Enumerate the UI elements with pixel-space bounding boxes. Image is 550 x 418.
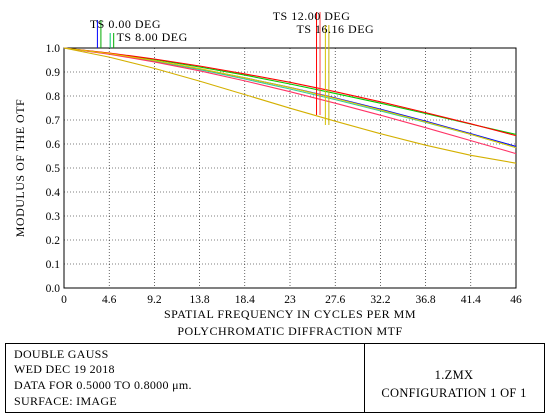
file-name: 1.ZMX bbox=[434, 368, 474, 382]
y-tick-label: 0.8 bbox=[46, 91, 61, 103]
wavelength-range: DATA FOR 0.5000 TO 0.8000 μm. bbox=[14, 378, 192, 392]
y-tick-label: 1.0 bbox=[46, 43, 61, 55]
info-panel: DOUBLE GAUSS WED DEC 19 2018 DATA FOR 0.… bbox=[5, 343, 545, 413]
x-tick-label: 41.4 bbox=[461, 294, 481, 306]
info-left-panel: DOUBLE GAUSS WED DEC 19 2018 DATA FOR 0.… bbox=[6, 344, 365, 412]
plot-frame bbox=[63, 47, 517, 289]
y-tick-label: 0.3 bbox=[46, 211, 61, 223]
x-tick-label: 0 bbox=[61, 294, 67, 306]
x-tick-label: 4.6 bbox=[102, 294, 117, 306]
y-tick-label: 0.5 bbox=[46, 163, 61, 175]
y-tick-label: 0.9 bbox=[46, 67, 61, 79]
field-label: TS 16.16 DEG bbox=[297, 22, 375, 36]
field-label: TS 0.00 DEG bbox=[90, 17, 161, 31]
x-tick-label: 32.2 bbox=[370, 294, 390, 306]
configuration-text: CONFIGURATION 1 OF 1 bbox=[381, 386, 527, 400]
x-tick-label: 9.2 bbox=[147, 294, 162, 306]
x-tick-label: 18.4 bbox=[235, 294, 255, 306]
y-tick-label: 0.7 bbox=[46, 115, 61, 127]
x-tick-label: 46 bbox=[510, 294, 522, 306]
y-tick-label: 0.1 bbox=[46, 259, 61, 271]
x-tick-label: 27.6 bbox=[325, 294, 345, 306]
x-tick-label: 13.8 bbox=[190, 294, 210, 306]
y-axis-label: MODULUS OF THE OTF bbox=[13, 99, 27, 237]
x-tick-label: 36.8 bbox=[416, 294, 436, 306]
series-line bbox=[63, 47, 517, 149]
series-line bbox=[63, 47, 517, 164]
field-label: TS 8.00 DEG bbox=[117, 30, 188, 44]
series-line bbox=[63, 47, 517, 155]
x-axis-label: SPATIAL FREQUENCY IN CYCLES PER MM bbox=[164, 307, 416, 321]
y-tick-label: 0.6 bbox=[46, 139, 61, 151]
series-line bbox=[63, 47, 517, 137]
y-tick-label: 0.4 bbox=[46, 187, 61, 199]
x-tick-label: 23 bbox=[284, 294, 296, 306]
surface-text: SURFACE: IMAGE bbox=[14, 394, 117, 408]
date-text: WED DEC 19 2018 bbox=[14, 362, 115, 376]
mtf-chart: 0 4.6 9.2 13.8 18.4 23 27.6 32.2 36.8 41.4 46 0.0 0.… bbox=[13, 9, 522, 338]
lens-name: DOUBLE GAUSS bbox=[14, 347, 109, 361]
field-label: TS 12.00 DEG bbox=[273, 9, 351, 23]
chart-title: POLYCHROMATIC DIFFRACTION MTF bbox=[177, 324, 402, 338]
y-tick-label: 0.2 bbox=[46, 235, 61, 247]
y-tick-label: 0.0 bbox=[46, 283, 61, 295]
